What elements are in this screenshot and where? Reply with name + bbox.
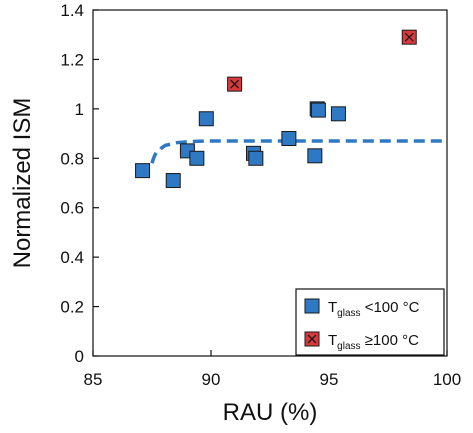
- data-point-x-mark: [404, 32, 414, 42]
- data-point-blue-square: [310, 102, 326, 118]
- y-tick-label: 0.8: [60, 149, 84, 168]
- y-tick-label: 0.6: [60, 199, 84, 218]
- data-point-blue-square: [189, 150, 205, 166]
- y-tick-label: 1.4: [60, 1, 84, 20]
- y-tick-label: 0.2: [60, 298, 84, 317]
- data-point-x-mark: [230, 79, 240, 89]
- legend-label-1: Tglass <100 °C: [328, 299, 420, 319]
- legend-label-2: Tglass ≥100 °C: [328, 332, 419, 352]
- y-tick-label: 1: [75, 100, 84, 119]
- fit-curve: [150, 139, 447, 164]
- y-axis-ticks: 0 0.2 0.4 0.6 0.8 1 1.2 1.4: [60, 1, 99, 366]
- x-tick-label: 100: [433, 370, 461, 389]
- legend-marker-blue-square: [304, 298, 320, 314]
- data-point-blue-square: [281, 131, 297, 147]
- legend: Tglass <100 °C Tglass ≥100 °C: [295, 288, 445, 356]
- data-point-blue-square: [135, 163, 151, 179]
- legend-entry-1: Tglass <100 °C: [304, 298, 420, 319]
- legend-x-mark: [307, 334, 317, 344]
- y-tick-label: 0.4: [60, 248, 84, 267]
- data-point-blue-square: [307, 148, 323, 164]
- data-point-blue-square: [198, 111, 214, 127]
- legend-entry-2: Tglass ≥100 °C: [304, 331, 419, 352]
- x-axis-title: RAU (%): [223, 399, 318, 426]
- data-point-blue-square: [165, 173, 181, 189]
- plot-frame: [92, 9, 448, 357]
- legend-box: [295, 288, 445, 356]
- y-axis-title: Normalized ISM: [9, 98, 36, 269]
- data-point-blue-square: [248, 150, 264, 166]
- x-tick-label: 95: [320, 370, 339, 389]
- data-points: [135, 29, 417, 189]
- x-tick-label: 90: [202, 370, 221, 389]
- x-tick-label: 85: [84, 370, 103, 389]
- y-tick-label: 0: [75, 347, 84, 366]
- data-point-blue-square: [330, 106, 346, 122]
- x-axis-ticks: 85 90 95 100: [84, 350, 461, 389]
- y-tick-label: 1.2: [60, 50, 84, 69]
